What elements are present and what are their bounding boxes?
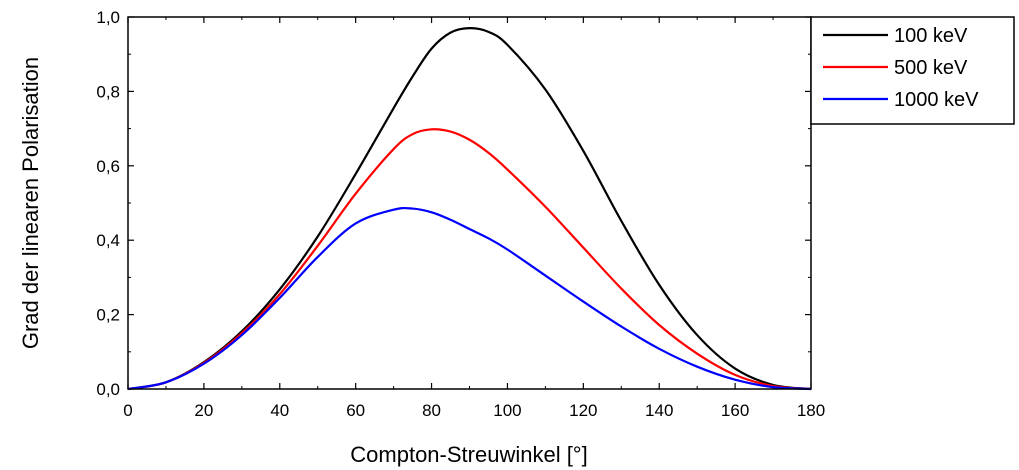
y-tick-label: 1,0 bbox=[96, 8, 120, 27]
y-tick-label: 0,0 bbox=[96, 380, 120, 399]
x-tick-label: 40 bbox=[270, 401, 289, 420]
legend-label-1: 500 keV bbox=[894, 57, 968, 79]
x-tick-label: 180 bbox=[797, 401, 825, 420]
x-tick-label: 100 bbox=[493, 401, 521, 420]
series-line-2 bbox=[127, 206, 812, 391]
legend: 100 keV 500 keV 1000 keV bbox=[810, 16, 1015, 125]
legend-label-0: 100 keV bbox=[894, 25, 968, 47]
x-tick-label: 80 bbox=[422, 401, 441, 420]
x-tick-label: 60 bbox=[346, 401, 365, 420]
x-axis-label: Compton-Streuwinkel [°] bbox=[350, 442, 587, 467]
series-line-1 bbox=[127, 128, 812, 391]
x-tick-label: 0 bbox=[123, 401, 132, 420]
legend-label-2: 1000 keV bbox=[894, 89, 979, 111]
y-tick-label: 0,6 bbox=[96, 157, 120, 176]
y-axis-label: Grad der linearen Polarisation bbox=[18, 57, 43, 349]
x-tick-label: 20 bbox=[194, 401, 213, 420]
x-tick-label: 160 bbox=[721, 401, 749, 420]
x-tick-label: 140 bbox=[645, 401, 673, 420]
series-line-0 bbox=[127, 27, 812, 391]
x-tick-label: 120 bbox=[569, 401, 597, 420]
y-tick-label: 0,2 bbox=[96, 306, 120, 325]
y-tick-label: 0,8 bbox=[96, 82, 120, 101]
plot-frame bbox=[127, 16, 812, 390]
y-tick-label: 0,4 bbox=[96, 231, 120, 250]
